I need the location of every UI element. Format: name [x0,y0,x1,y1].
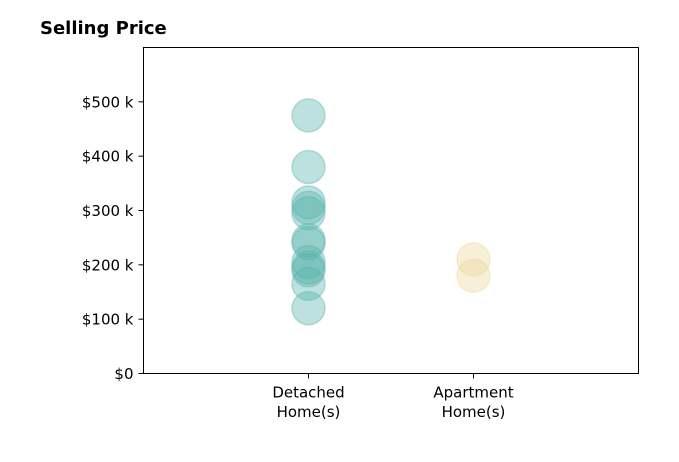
scatter-marks [291,98,491,326]
y-tick-label: $0 [114,365,133,383]
data-point [291,291,326,326]
data-point [291,185,326,220]
y-tick-label: $400 k [82,148,134,166]
chart-title: Selling Price [40,18,167,39]
data-point [291,244,326,280]
data-point [291,250,326,285]
x-axis: Detached Home(s) Apartment Home(s) [272,373,514,422]
y-tick-label: $300 k [82,202,134,220]
data-point [291,253,326,288]
y-axis: $0 $100 k $200 k $300 k $400 k $500 k [82,93,144,383]
data-point [291,195,326,231]
y-tick-label: $100 k [82,311,134,329]
data-point [291,266,326,302]
plot-area-frame [143,47,639,374]
x-tick-label: Detached Home(s) [272,384,344,422]
data-point [456,242,491,277]
data-point [456,258,491,293]
data-point [291,149,326,185]
y-tick-label: $200 k [82,256,134,274]
data-point [291,190,326,226]
data-point [291,225,326,261]
data-point [291,223,326,258]
x-tick-label: Apartment Home(s) [433,384,513,422]
y-tick-label: $500 k [82,93,134,111]
data-point [291,98,326,133]
